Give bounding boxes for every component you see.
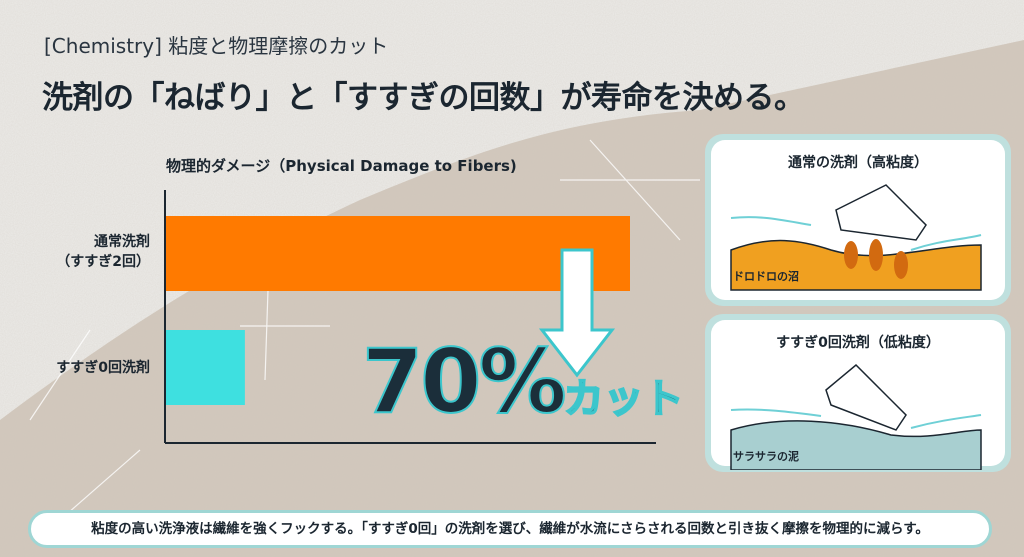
panel-label: ドロドロの沼 xyxy=(733,270,799,283)
bar-0 xyxy=(166,216,630,291)
slide-headline: 洗剤の「ねばり」と「すすぎの回数」が寿命を決める。 xyxy=(42,80,805,116)
category-label-normal: 通常洗剤 （すすぎ2回） xyxy=(56,232,150,272)
shoe-in-mud-illustration xyxy=(730,184,982,291)
panel-low-viscosity: すすぎ0回洗剤（低粘度） サラサラの泥 xyxy=(705,314,1011,472)
footer-banner: 粘度の高い洗浄液は繊維を強くフックする。「すすぎ0回」の洗剤を選び、繊維が水流に… xyxy=(28,510,992,548)
category-label-line: すすぎ0回洗剤 xyxy=(56,360,150,376)
chart-title: 物理的ダメージ（Physical Damage to Fibers) xyxy=(166,157,517,175)
category-label-line: （すすぎ2回） xyxy=(56,254,150,270)
slide-subtitle: [Chemistry] 粘度と物理摩擦のカット xyxy=(44,34,389,58)
panel-title: 通常の洗剤（高粘度） xyxy=(788,155,928,171)
category-label-line: 通常洗剤 xyxy=(94,234,150,250)
panel-title: すすぎ0回洗剤（低粘度） xyxy=(776,335,940,351)
reduction-value: 70% xyxy=(361,329,568,434)
down-arrow-icon xyxy=(538,248,616,378)
bar-1 xyxy=(166,330,245,405)
shoe-icon xyxy=(835,184,927,241)
shoe-on-water-illustration xyxy=(730,363,982,470)
shoe-icon xyxy=(825,363,907,431)
panel-label: サラサラの泥 xyxy=(733,450,799,463)
reduction-callout: 70%カット xyxy=(361,329,685,434)
reduction-suffix: カット xyxy=(563,375,685,423)
panel-high-viscosity: 通常の洗剤（高粘度） ドロドロの沼 xyxy=(705,134,1011,306)
category-label-zero-rinse: すすぎ0回洗剤 xyxy=(56,358,150,378)
